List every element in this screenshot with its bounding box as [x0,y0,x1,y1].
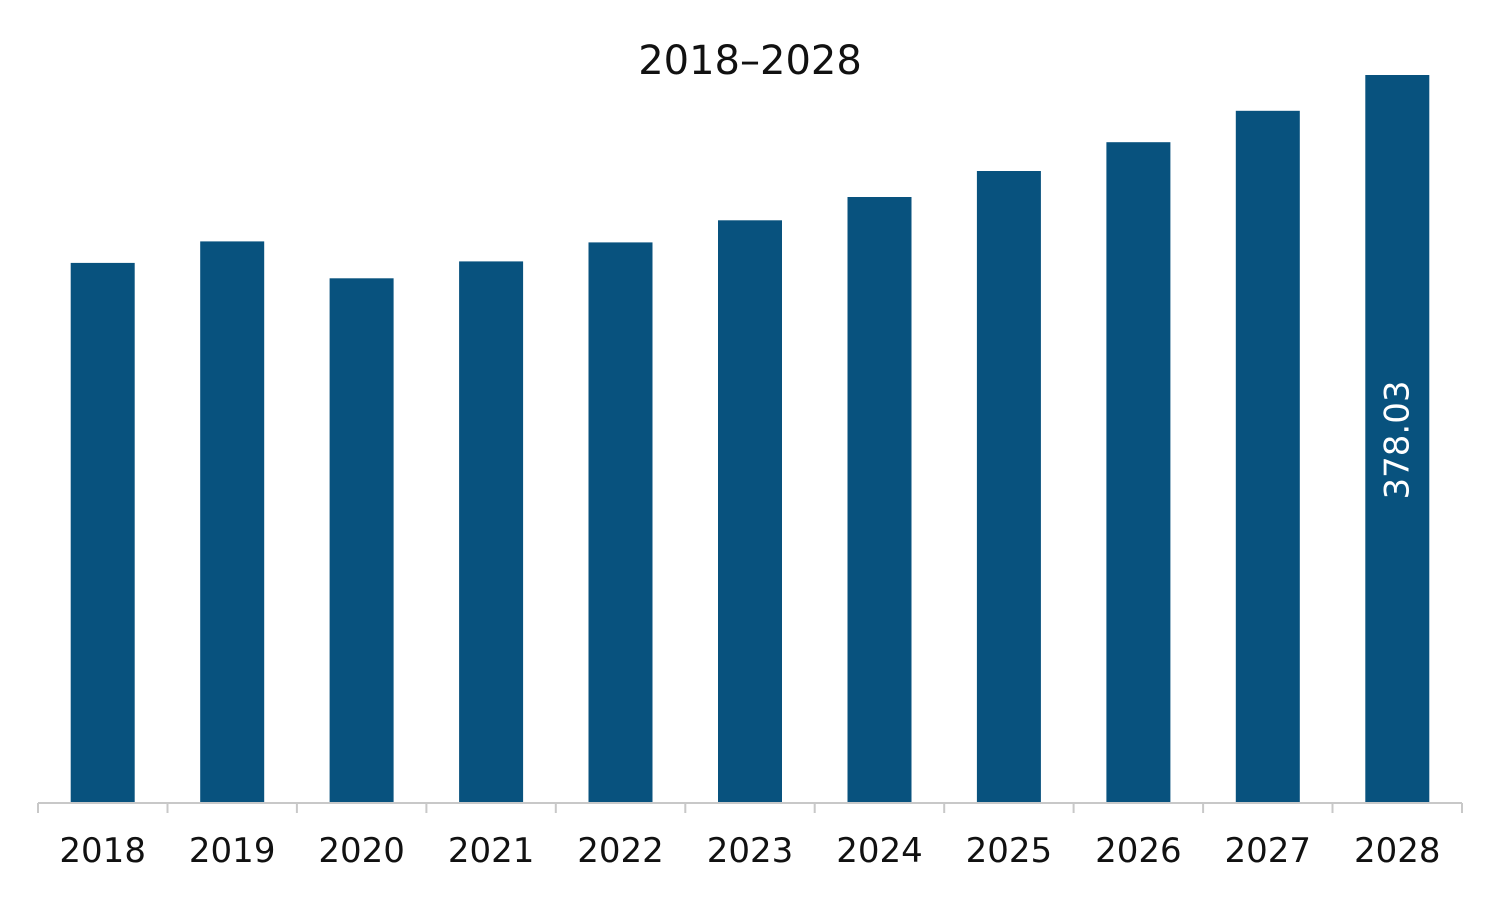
x-tick-label-2021: 2021 [448,831,535,871]
bar-2026 [1106,142,1171,802]
x-tick-label-2020: 2020 [318,831,405,871]
bar-2028 [1365,75,1430,802]
x-tick-label-2019: 2019 [189,831,276,871]
bars-layer [70,75,1430,803]
x-tick-label-2018: 2018 [59,831,146,871]
bar-2027 [1235,110,1300,803]
data-labels: 378.03 [1377,381,1417,500]
chart-title: 2018–2028 [638,38,862,84]
bar-2025 [976,171,1041,802]
x-tick-label-2026: 2026 [1095,831,1182,871]
x-axis [37,802,1463,813]
data-label-2028: 378.03 [1377,381,1417,500]
x-tick-label-2028: 2028 [1354,831,1441,871]
x-tick-label-2022: 2022 [577,831,664,871]
x-tick-label-2023: 2023 [707,831,794,871]
bar-2022 [588,242,653,802]
bar-2018 [70,262,135,802]
bar-2020 [329,278,394,802]
x-tick-label-2027: 2027 [1225,831,1312,871]
bar-2024 [847,197,912,802]
x-tick-label-2025: 2025 [966,831,1053,871]
bar-2019 [200,241,265,802]
x-tick-label-2024: 2024 [836,831,923,871]
bar-2021 [459,261,524,802]
x-tick-labels: 2018 2019 2020 2021 2022 2023 2024 2025 2026 2027… [59,831,1440,871]
bar-2023 [718,220,782,803]
